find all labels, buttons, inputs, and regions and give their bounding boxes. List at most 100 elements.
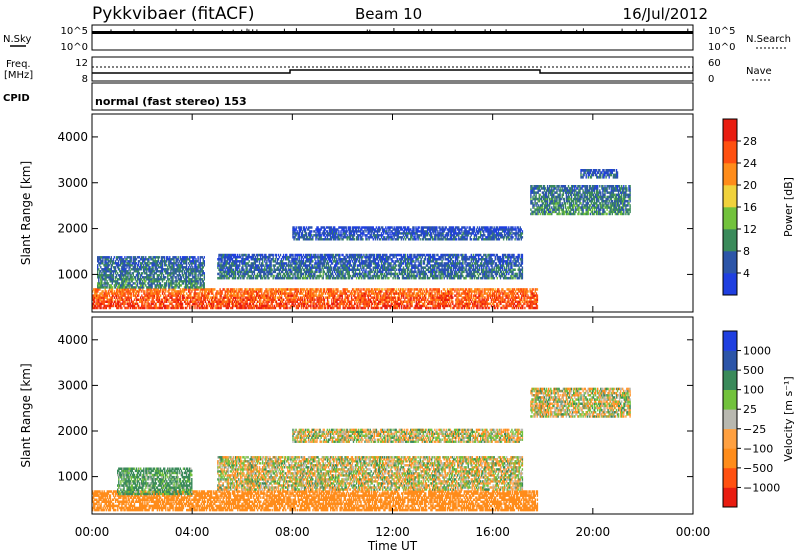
echo-cell — [170, 306, 172, 310]
echo-cell — [235, 298, 237, 301]
echo-cell — [155, 298, 158, 301]
echo-cell — [303, 296, 306, 299]
echo-cell — [133, 288, 136, 291]
echo-cell — [226, 302, 229, 306]
echo-cell — [307, 300, 309, 303]
echo-cell — [199, 290, 201, 293]
echo-cell — [217, 298, 219, 301]
echo-cell — [148, 298, 150, 301]
echo-cell — [229, 290, 232, 293]
echo-cell — [302, 302, 305, 306]
echo-cell — [177, 298, 179, 301]
echo-cell — [401, 296, 403, 299]
echo-cell — [334, 300, 336, 303]
echo-cell — [243, 298, 245, 301]
echo-cell — [236, 294, 238, 297]
echo-cell — [246, 302, 248, 306]
echo-cell — [102, 296, 104, 299]
echo-cell — [237, 296, 239, 299]
echo-cell — [348, 304, 351, 308]
echo-cell — [197, 300, 199, 303]
echo-cell — [279, 296, 282, 299]
echo-cell — [228, 294, 231, 297]
echo-cell — [179, 298, 182, 301]
echo-cell — [128, 298, 130, 301]
echo-cell — [189, 290, 191, 293]
echo-cell — [98, 302, 100, 306]
echo-cell — [206, 306, 209, 310]
echo-cell — [241, 306, 243, 310]
echo-cell — [249, 288, 251, 291]
echo-cell — [178, 302, 180, 306]
echo-cell — [157, 290, 160, 293]
echo-cell — [297, 304, 299, 308]
echo-cell — [289, 290, 291, 293]
echo-cell — [148, 304, 150, 308]
echo-cell — [292, 298, 294, 301]
echo-cell — [264, 302, 266, 306]
echo-cell — [218, 302, 220, 306]
echo-cell — [130, 256, 132, 259]
echo-cell — [178, 298, 180, 301]
echo-cell — [125, 288, 127, 291]
echo-cell — [404, 300, 406, 303]
echo-cell — [268, 306, 270, 310]
echo-cell — [312, 296, 314, 299]
echo-cell — [334, 298, 336, 301]
echo-cell — [385, 298, 387, 301]
nsky-tick-top: 10^5 — [61, 26, 88, 37]
echo-cell — [329, 304, 331, 308]
echo-cell — [301, 304, 304, 308]
echo-cell — [219, 306, 221, 310]
echo-cell — [390, 294, 392, 297]
echo-cell — [152, 298, 154, 301]
echo-cell — [410, 300, 412, 303]
echo-cell — [384, 292, 386, 295]
echo-cell — [248, 298, 250, 301]
echo-cell — [396, 300, 399, 303]
echo-cell — [286, 302, 288, 306]
echo-cell — [215, 304, 217, 308]
echo-cell — [323, 298, 326, 301]
echo-cell — [389, 288, 391, 291]
echo-cell — [157, 296, 160, 299]
echo-cell — [147, 292, 149, 295]
echo-cell — [220, 290, 222, 293]
echo-cell — [205, 306, 208, 310]
echo-cell — [134, 306, 137, 310]
echo-cell — [188, 296, 190, 299]
echo-cell — [370, 288, 373, 291]
echo-cell — [306, 296, 308, 299]
echo-cell — [322, 292, 325, 295]
echo-cell — [324, 296, 327, 299]
echo-cell — [117, 288, 119, 291]
echo-cell — [93, 296, 95, 299]
echo-cell — [204, 296, 207, 299]
echo-cell — [171, 292, 173, 295]
echo-cell — [319, 300, 321, 303]
echo-cell — [144, 290, 146, 293]
echo-cell — [289, 294, 291, 297]
echo-cell — [314, 302, 316, 306]
echo-cell — [96, 290, 98, 293]
echo-cell — [313, 300, 315, 303]
echo-cell — [384, 294, 386, 297]
echo-cell — [204, 288, 207, 291]
echo-cell — [411, 288, 413, 291]
echo-cell — [116, 306, 118, 310]
echo-cell — [372, 292, 375, 295]
echo-cell — [161, 300, 164, 303]
echo-cell — [333, 306, 335, 310]
echo-cell — [131, 288, 134, 291]
echo-cell — [149, 294, 151, 297]
echo-cell — [383, 302, 385, 306]
echo-cell — [267, 290, 269, 293]
echo-cell — [404, 304, 406, 308]
echo-cell — [96, 302, 98, 306]
echo-cell — [407, 290, 409, 293]
echo-cell — [152, 294, 154, 297]
echo-cell — [351, 288, 354, 291]
echo-cell — [166, 296, 168, 299]
echo-cell — [236, 304, 238, 308]
echo-cell — [213, 300, 215, 303]
